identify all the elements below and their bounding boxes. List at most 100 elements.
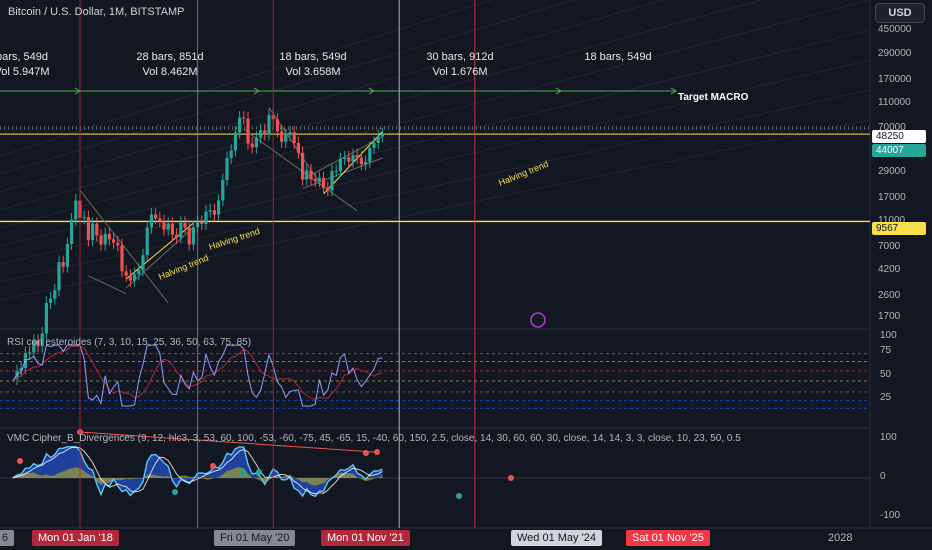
measure-vol: Vol 3.658M [285, 66, 341, 78]
candle-body [145, 227, 149, 256]
time-axis-label: Mon 01 Nov '21 [321, 530, 410, 546]
candle-body [326, 187, 330, 191]
price-axis-label: 110000 [878, 97, 911, 108]
trend-label: Halving trend [157, 253, 210, 282]
vmc-signal-dot [374, 449, 380, 455]
candle-body [259, 130, 263, 138]
candle-body [175, 234, 179, 238]
price-axis-label: 290000 [878, 48, 912, 59]
candle-body [183, 222, 187, 228]
candle-body [204, 211, 208, 225]
ray-line [0, 0, 665, 193]
price-axis-label: 11000 [878, 215, 906, 226]
vmc-axis-label: 0 [880, 471, 886, 482]
candle-body [95, 223, 99, 236]
symbol-title: Bitcoin / U.S. Dollar, 1M, BITSTAMP [8, 6, 185, 18]
price-axis-label: 70000 [878, 122, 906, 133]
candle-body [284, 135, 288, 142]
ray-line [0, 0, 494, 157]
candle-body [158, 218, 162, 222]
candle-body [162, 221, 166, 230]
candle-body [347, 157, 351, 162]
trend-line [79, 189, 169, 304]
vmc-signal-dot [256, 469, 262, 475]
candle-body [305, 170, 309, 180]
candle-body [36, 340, 40, 347]
candle-body [301, 152, 305, 180]
candle-body [330, 171, 334, 191]
candle-body [74, 200, 78, 220]
vmc-signal-dot [508, 475, 514, 481]
candle-body [212, 210, 216, 215]
measure-bars: bars, 549d [0, 51, 48, 63]
candle-body [133, 274, 137, 281]
candle-body [149, 214, 153, 228]
candle-body [49, 298, 53, 304]
measure-bars: 30 bars, 912d [426, 51, 494, 63]
candle-body [246, 118, 250, 144]
time-axis-label: Mon 01 Jan '18 [32, 530, 119, 546]
candle-body [296, 142, 300, 153]
candle-body [200, 221, 204, 225]
trend-line [88, 275, 127, 295]
candle-body [57, 262, 61, 291]
candle-body [128, 275, 132, 281]
candle-body [44, 303, 48, 334]
candle-body [317, 177, 321, 182]
ray-line [0, 0, 575, 175]
price-axis-label: 4200 [878, 264, 901, 275]
ray-line [0, 29, 871, 247]
candle-body [288, 132, 292, 136]
candle-body [292, 132, 296, 143]
time-axis-label: Fri 01 May '20 [214, 530, 296, 546]
candle-body [91, 223, 95, 241]
price-tag: 48250 [872, 130, 926, 143]
candle-body [28, 352, 32, 354]
candle-body [70, 219, 74, 245]
rsi-axis-label: 75 [880, 345, 892, 356]
measure-vol: Vol 5.947M [0, 66, 50, 78]
candle-body [154, 214, 158, 219]
vmc-money-flow [12, 467, 383, 486]
price-axis-label: 29000 [878, 166, 906, 177]
price-axis-label: 450000 [878, 24, 912, 35]
measure-bars: 18 bars, 549d [584, 51, 652, 63]
candle-body [242, 117, 246, 119]
ray-line [0, 89, 871, 283]
vertical-markers [79, 0, 476, 528]
candle-body [376, 136, 380, 143]
measure-bars: 28 bars, 851d [136, 51, 204, 63]
rsi-title: RSI con esteroides (7, 3, 10, 15, 25, 36… [7, 337, 252, 348]
candle-body [19, 367, 23, 372]
candle-body [309, 170, 313, 180]
vmc-signal-dot [456, 493, 462, 499]
trend-line [243, 128, 358, 212]
price-axis-label: 17000 [878, 192, 906, 203]
rsi-axis-label: 100 [880, 330, 897, 341]
candle-body [359, 157, 363, 165]
vmc-signal-dot [172, 489, 178, 495]
candle-body [120, 245, 124, 272]
measure-vol: Vol 8.462M [142, 66, 198, 78]
currency-button[interactable]: USD [875, 3, 925, 23]
candle-body [141, 255, 145, 270]
candle-body [221, 180, 225, 201]
candle-body [53, 290, 57, 299]
candle-body [372, 142, 376, 148]
candle-body [355, 155, 359, 158]
candle-body [368, 147, 372, 163]
vmc-signal-dot [363, 450, 369, 456]
candle-body [112, 239, 116, 243]
divergence-line [79, 431, 375, 453]
trend-label: Halving trend [497, 159, 550, 188]
candle-body [86, 217, 90, 241]
candle-body [107, 233, 111, 240]
candle-body [343, 157, 347, 159]
candle-body [229, 150, 233, 158]
price-axis-label: 1700 [878, 311, 901, 322]
measure-vol: Vol 1.676M [432, 66, 488, 78]
candle-body [322, 177, 326, 188]
time-axis-label: 2028 [828, 532, 853, 544]
flash-icon [530, 312, 546, 328]
